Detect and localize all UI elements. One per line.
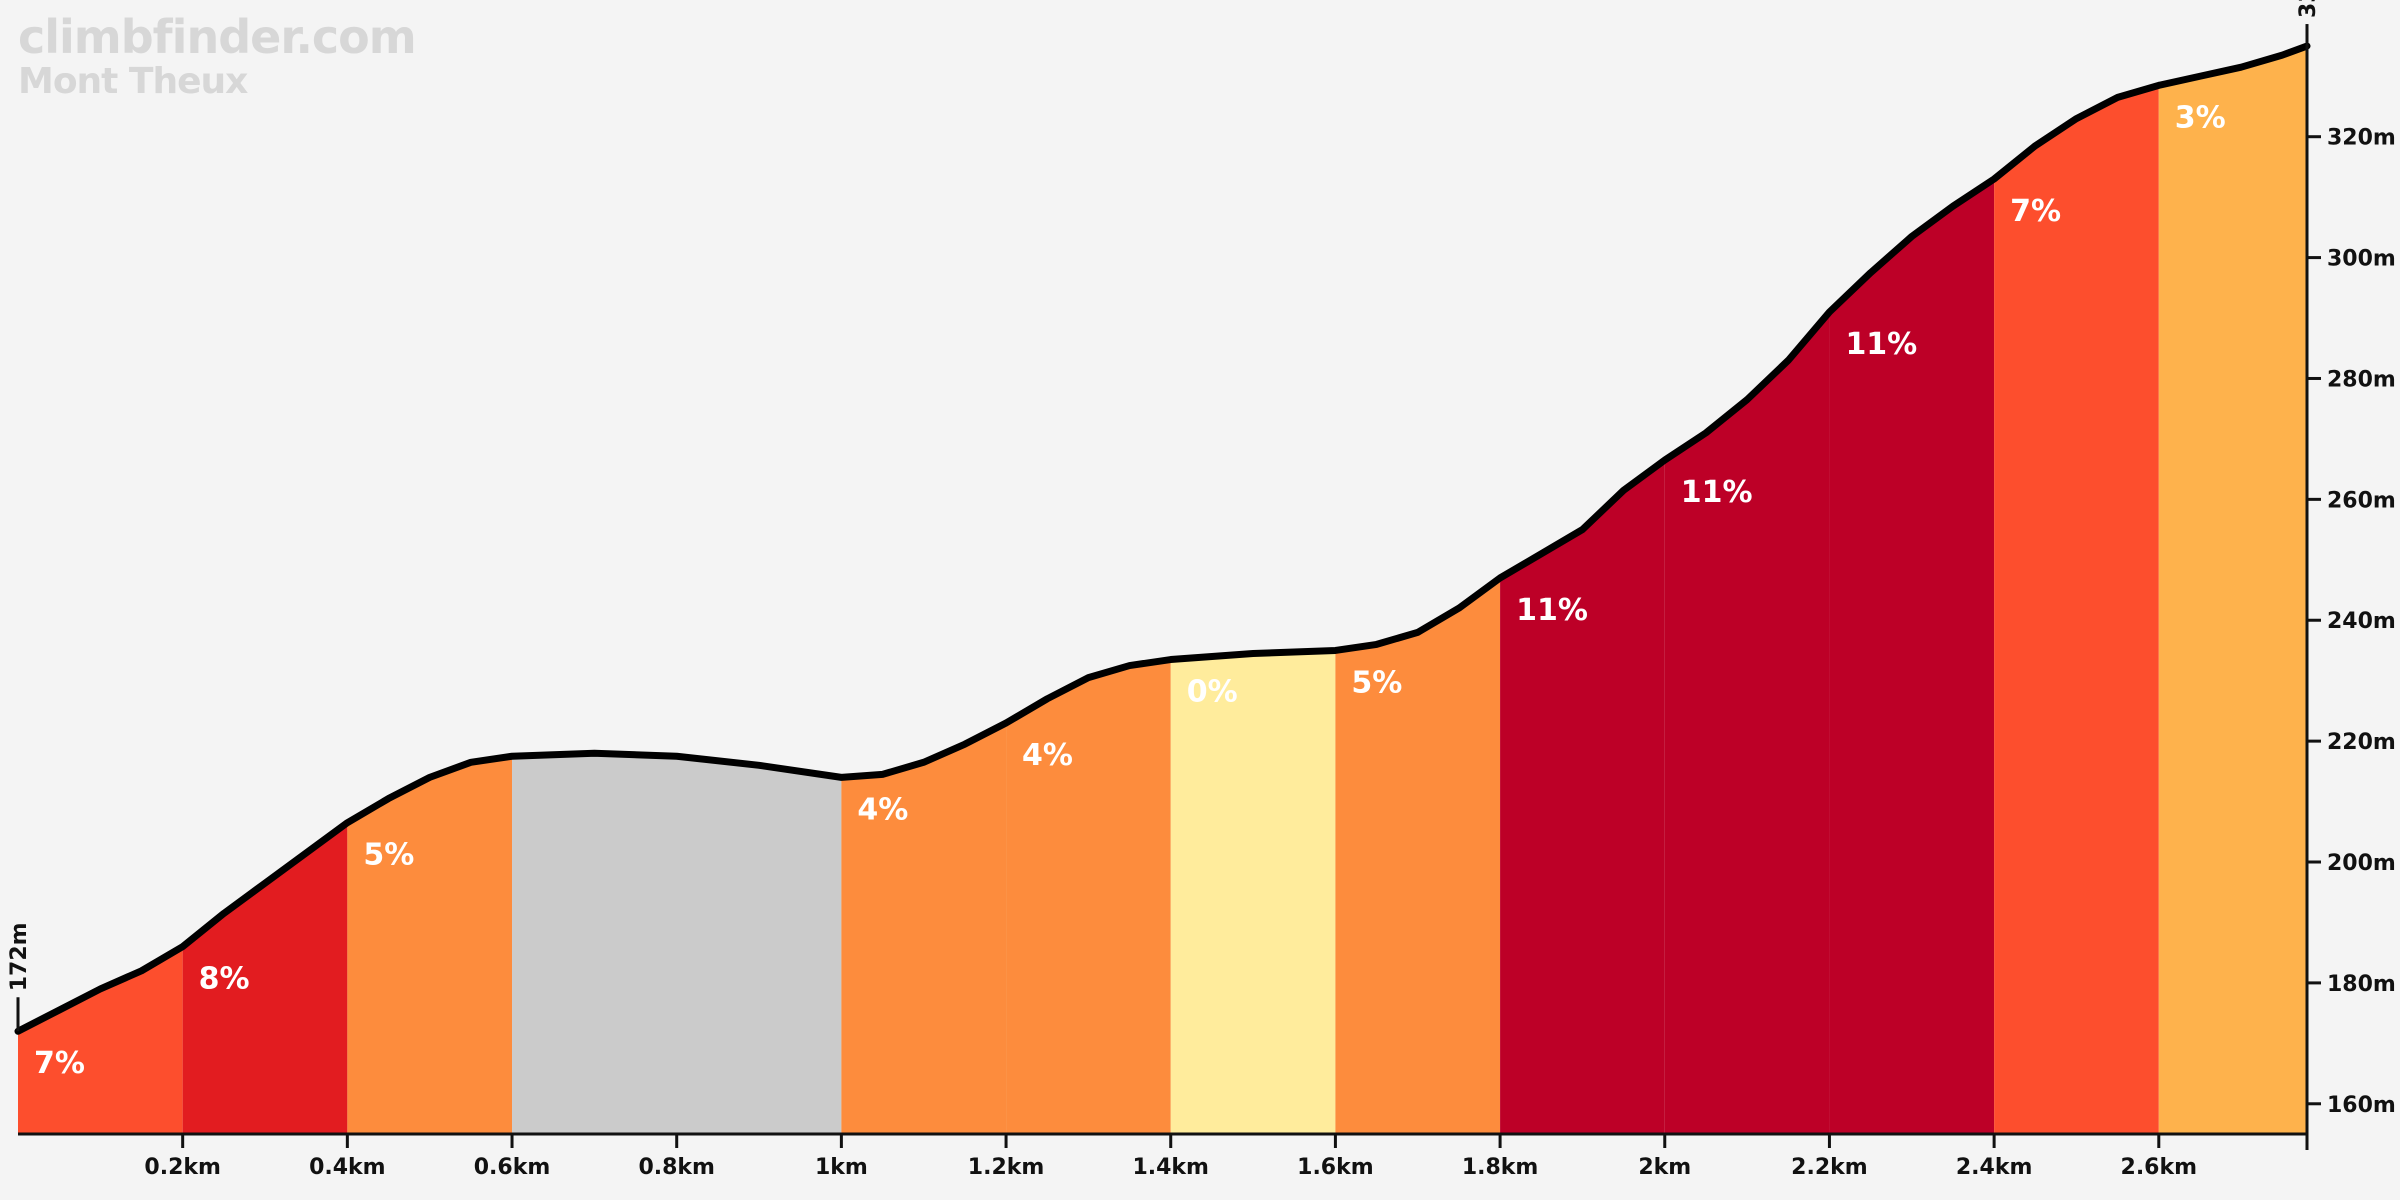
x-tick-label-9: 2km [1638, 1155, 1691, 1180]
profile-line-group [14, 42, 2311, 1035]
y-tick-label-2: 200m [2327, 851, 2396, 876]
grade-label-4: 4% [857, 792, 908, 827]
grade-label-2: 5% [363, 838, 414, 873]
grade-segments [18, 46, 2307, 1135]
x-tick-label-11: 2.4km [1956, 1155, 2033, 1180]
x-tick-label-10: 2.2km [1791, 1155, 1868, 1180]
grade-segment-6 [1170, 650, 1336, 1134]
grade-label-6: 0% [1187, 675, 1238, 710]
grade-labels: 7% 8% 5% 4% 4% 0% 5% 11% 11% 11% 7% 3% [34, 100, 2226, 1081]
site-name: climbfinder.com [18, 10, 417, 64]
grade-label-1: 8% [199, 962, 250, 997]
grade-label-5: 4% [1022, 738, 1073, 773]
grade-segment-8 [1500, 460, 1665, 1134]
start-elevation-label: 172m [7, 922, 32, 991]
y-tick-label-4: 240m [2327, 609, 2396, 634]
brand-watermark: climbfinder.com Mont Theux [18, 10, 417, 102]
x-tick-label-7: 1.6km [1297, 1155, 1374, 1180]
grade-label-11: 7% [2010, 194, 2061, 229]
x-tick-label-8: 1.8km [1462, 1155, 1539, 1180]
y-tick-label-1: 180m [2327, 972, 2396, 997]
grade-segment-5 [1006, 659, 1171, 1134]
grade-label-0: 7% [34, 1046, 85, 1081]
x-tick-label-3: 0.8km [638, 1155, 715, 1180]
grade-segment-12 [2158, 46, 2307, 1135]
x-tick-label-4: 1km [815, 1155, 868, 1180]
x-tick-label-0: 0.2km [144, 1155, 221, 1180]
end-elevation-label: 335m [2296, 0, 2321, 18]
y-tick-label-6: 280m [2327, 367, 2396, 392]
grade-segment-9 [1664, 311, 1830, 1134]
grade-label-7: 5% [1351, 665, 1402, 700]
grade-segment-2 [347, 756, 513, 1134]
grade-label-8: 11% [1516, 593, 1588, 628]
endpoint-labels: 172m 335m [7, 0, 2321, 1032]
grade-segment-10 [1829, 179, 1995, 1134]
climb-name: Mont Theux [18, 61, 248, 102]
x-tick-label-2: 0.6km [474, 1155, 551, 1180]
grade-label-10: 11% [1845, 327, 1917, 362]
x-tick-label-6: 1.4km [1132, 1155, 1209, 1180]
grade-segment-7 [1335, 577, 1501, 1134]
grade-segment-4 [841, 722, 1007, 1134]
grade-label-12: 3% [2175, 100, 2226, 135]
grade-label-9: 11% [1681, 475, 1753, 510]
profile-line [14, 42, 2311, 1035]
x-tick-label-12: 2.6km [2121, 1155, 2198, 1180]
y-tick-label-8: 320m [2327, 126, 2396, 151]
grade-segment-1 [182, 822, 348, 1134]
grade-segment-11 [1994, 85, 2159, 1134]
grade-segment-3 [512, 753, 842, 1134]
y-tick-label-7: 300m [2327, 247, 2396, 272]
x-tick-label-5: 1.2km [968, 1155, 1045, 1180]
y-tick-label-0: 160m [2327, 1093, 2396, 1118]
axes: 0.2km 0.4km 0.6km 0.8km 1km 1.2km 1.4km 1.6km 1.… [18, 40, 2396, 1180]
y-tick-label-5: 260m [2327, 488, 2396, 513]
y-tick-label-3: 220m [2327, 730, 2396, 755]
grade-segment-0 [18, 946, 183, 1134]
x-tick-label-1: 0.4km [309, 1155, 386, 1180]
